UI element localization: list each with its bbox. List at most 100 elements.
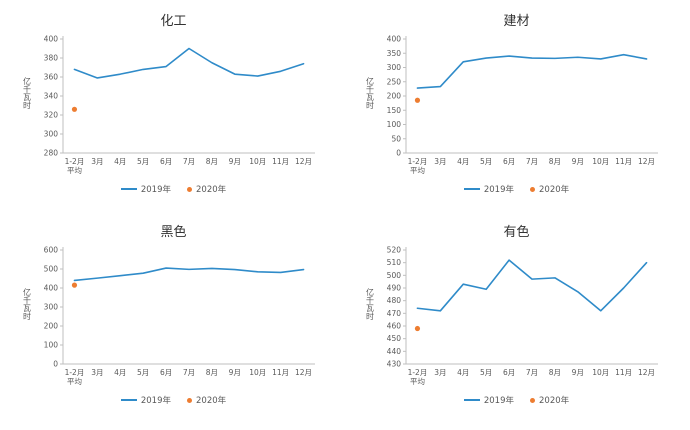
y-tick-label: 100 [43,341,58,350]
y-tick-label: 450 [386,334,401,343]
x-tick-label: 5月 [480,368,492,377]
x-tick-label: 3月 [91,368,103,377]
y-tick-label: 380 [43,54,58,63]
x-tick-label: 8月 [548,368,560,377]
x-tick-label: 8月 [548,157,560,166]
y-tick-label: 460 [386,322,401,331]
legend-label-2019: 2019年 [483,396,514,406]
legend-item-2019: 2019年 [463,394,514,406]
y-tick-label: 490 [386,284,401,293]
chart-cell-ferrous: 黑色 亿千瓦时 0 100 200 300 400 500 600 1-2月平均 3月 4月 5月 6… [2,215,345,426]
legend-label-2019: 2019年 [140,396,171,406]
legend-item-2020: 2020年 [530,394,569,406]
chart-plot-area: 亿千瓦时 0 50 100 150 200 250 300 350 400 1-2月平均 3月 4月 5… [366,31,668,181]
y-tick-label: 300 [386,63,401,72]
legend-label-2019: 2019年 [483,185,514,195]
x-tick-label: 1-2月平均 [407,368,427,386]
legend-label-2020: 2020年 [196,396,227,406]
chart-title: 化工 [160,14,187,29]
x-tick-label: 7月 [525,368,537,377]
x-tick-label: 5月 [137,157,149,166]
legend-dot-marker [187,397,192,403]
series-point-2020 [414,97,420,103]
y-tick-label: 150 [386,106,401,115]
y-tick-label: 500 [43,265,58,274]
line-chart-building-materials: 0 50 100 150 200 250 300 350 400 1-2月平均 3月 4月 5月 6月 7月… [386,35,658,175]
x-tick-label: 7月 [182,157,194,166]
y-tick-label: 400 [43,284,58,293]
chart-cell-nonferrous: 有色 亿千瓦时 430 440 450 460 470 480 490 500 510 520 1-… [345,215,688,426]
y-tick-label: 200 [386,92,401,101]
chart-cell-chemical: 化工 亿千瓦时 280 300 320 340 360 380 400 1-2月平均 3月 4月 5… [2,4,345,215]
y-tick-label: 300 [43,130,58,139]
y-tick-label: 400 [386,35,401,44]
chart-legend: 2019年 2020年 [463,394,569,406]
x-tick-label: 4月 [457,368,469,377]
x-tick-label: 3月 [434,368,446,377]
legend-item-2019: 2019年 [120,183,171,195]
chart-title: 黑色 [160,225,187,240]
series-line-2019 [416,53,647,89]
x-tick-label: 11月 [272,368,289,377]
x-tick-label: 12月 [295,157,312,166]
y-tick-label: 480 [386,296,401,305]
legend-item-2020: 2020年 [530,183,569,195]
y-tick-label: 400 [43,35,58,44]
x-tick-label: 9月 [228,157,240,166]
legend-label-2020: 2020年 [539,185,570,195]
chart-cell-building-materials: 建材 亿千瓦时 0 50 100 150 200 250 300 350 400 1-2月平均 3月… [345,4,688,215]
x-tick-label: 1-2月平均 [64,157,84,175]
y-axis-title: 亿千瓦时 [365,77,375,109]
x-tick-label: 5月 [137,368,149,377]
y-tick-label: 510 [386,258,401,267]
series-line-2019 [416,259,647,312]
y-tick-label: 360 [43,73,58,82]
y-tick-label: 470 [386,309,401,318]
x-tick-label: 12月 [295,368,312,377]
y-tick-label: 430 [386,360,401,369]
x-tick-label: 11月 [615,368,632,377]
x-tick-label: 11月 [272,157,289,166]
x-tick-label: 1-2月平均 [407,157,427,175]
y-tick-label: 100 [386,120,401,129]
x-tick-label: 12月 [638,157,655,166]
y-tick-label: 0 [396,149,401,158]
legend-line-marker [463,188,480,190]
y-tick-label: 280 [43,149,58,158]
x-tick-label: 4月 [114,368,126,377]
legend-dot-marker [530,397,535,403]
x-tick-label: 5月 [480,157,492,166]
y-tick-label: 520 [386,246,401,255]
y-tick-label: 320 [43,111,58,120]
x-tick-label: 7月 [525,157,537,166]
legend-label-2020: 2020年 [539,396,570,406]
y-tick-label: 0 [53,360,58,369]
x-tick-label: 6月 [502,157,514,166]
x-tick-label: 12月 [638,368,655,377]
x-tick-label: 10月 [249,157,266,166]
series-point-2020 [71,106,77,112]
x-tick-label: 9月 [571,157,583,166]
x-tick-label: 10月 [249,368,266,377]
x-tick-label: 9月 [228,368,240,377]
y-tick-label: 600 [43,246,58,255]
y-tick-label: 350 [386,49,401,58]
x-tick-label: 6月 [159,157,171,166]
series-line-2019 [73,267,304,282]
y-tick-label: 300 [43,303,58,312]
legend-dot-marker [530,186,535,192]
series-point-2020 [71,282,77,288]
y-axis-title: 亿千瓦时 [22,288,32,320]
line-chart-chemical: 280 300 320 340 360 380 400 1-2月平均 3月 4月 5月 6月 7月 8月 9… [43,35,315,175]
x-tick-label: 9月 [571,368,583,377]
chart-plot-area: 亿千瓦时 430 440 450 460 470 480 490 500 510 520 1-2月平… [366,242,668,392]
x-tick-label: 4月 [114,157,126,166]
x-tick-label: 6月 [159,368,171,377]
x-tick-label: 3月 [91,157,103,166]
x-tick-label: 3月 [434,157,446,166]
x-tick-label: 8月 [205,368,217,377]
legend-label-2020: 2020年 [196,185,227,195]
chart-legend: 2019年 2020年 [120,394,227,406]
x-tick-label: 11月 [615,157,632,166]
